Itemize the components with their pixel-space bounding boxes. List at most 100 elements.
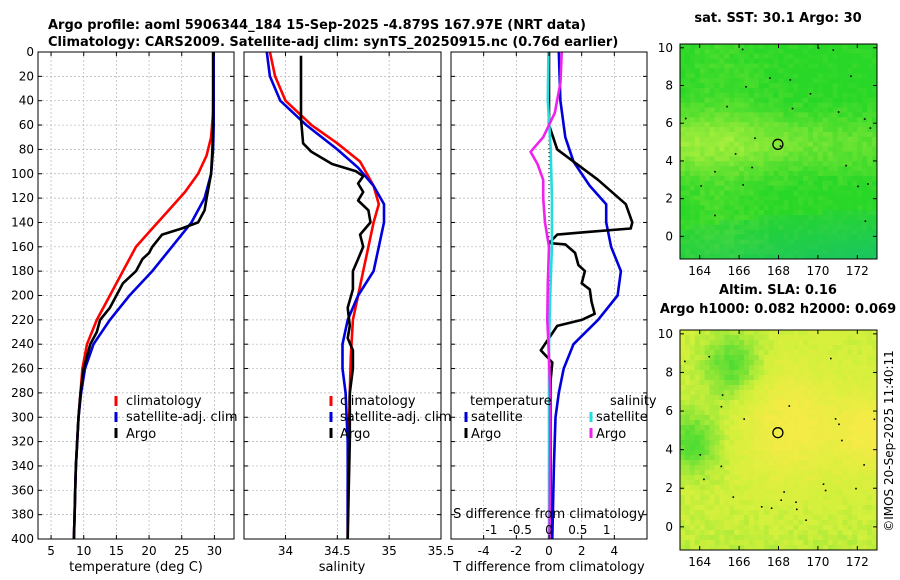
- heatmap-cell: [753, 146, 760, 152]
- heatmap-cell: [734, 136, 740, 143]
- heatmap-cell: [827, 44, 834, 50]
- heatmap-cell: [758, 200, 765, 206]
- heatmap-cell: [748, 395, 755, 401]
- heatmap-cell: [822, 420, 829, 426]
- heatmap-cell: [788, 107, 794, 113]
- heatmap-cell: [739, 136, 745, 143]
- heatmap-cell: [719, 525, 725, 531]
- y-tick-label: 300: [11, 410, 34, 424]
- heatmap-cell: [842, 53, 848, 60]
- heatmap-cell: [832, 219, 839, 226]
- heatmap-cell: [739, 185, 745, 192]
- heatmap-cell: [758, 112, 765, 118]
- heatmap-cell: [684, 410, 691, 416]
- heatmap-cell: [857, 470, 863, 476]
- heatmap-cell: [748, 420, 755, 426]
- heatmap-cell: [739, 73, 745, 79]
- heatmap-cell: [827, 375, 834, 381]
- heatmap-cell: [719, 410, 725, 416]
- heatmap-cell: [704, 475, 711, 481]
- heatmap-cell: [763, 400, 770, 406]
- heatmap-cell: [714, 370, 720, 376]
- heatmap-cell: [748, 500, 755, 506]
- heatmap-cell: [758, 185, 765, 192]
- y-tick-label: 240: [11, 337, 34, 351]
- heatmap-cell: [837, 254, 844, 260]
- heatmap-cell: [744, 350, 750, 356]
- heatmap-cell: [857, 215, 863, 221]
- heatmap-cell: [812, 425, 819, 431]
- heatmap-cell: [783, 141, 789, 148]
- heatmap-cell: [837, 87, 844, 94]
- heatmap-cell: [862, 520, 868, 526]
- heatmap-cell: [852, 335, 858, 341]
- heatmap-cell: [729, 460, 735, 466]
- heatmap-cell: [788, 239, 794, 245]
- heatmap-cell: [768, 73, 775, 79]
- heatmap-cell: [793, 465, 799, 471]
- heatmap-cell: [704, 210, 711, 216]
- heatmap-cell: [694, 530, 701, 536]
- salinity-ticks: 34 34.5 35 35.5: [244, 51, 454, 558]
- heatmap-cell: [773, 97, 779, 104]
- heatmap-cell: [763, 151, 770, 157]
- heatmap-cell: [798, 520, 804, 526]
- heatmap-cell: [699, 234, 706, 240]
- heatmap-cell: [793, 180, 799, 187]
- heatmap-cell: [744, 92, 750, 99]
- heatmap-cell: [739, 171, 745, 177]
- heatmap-cell: [842, 370, 848, 376]
- heatmap-cell: [862, 200, 868, 206]
- heatmap-cell: [753, 190, 760, 196]
- heatmap-cell: [694, 505, 701, 511]
- heatmap-cell: [822, 219, 829, 226]
- heatmap-cell: [763, 244, 770, 250]
- heatmap-cell: [847, 166, 853, 172]
- heatmap-cell: [744, 485, 750, 491]
- heatmap-cell: [689, 380, 696, 386]
- heatmap-cell: [724, 530, 730, 536]
- heatmap-cell: [822, 127, 829, 133]
- heatmap-cell: [744, 380, 750, 386]
- heatmap-cell: [872, 171, 878, 177]
- heatmap-cell: [803, 107, 809, 113]
- heatmap-cell: [758, 395, 765, 401]
- heatmap-cell: [827, 330, 834, 336]
- heatmap-cell: [699, 545, 706, 551]
- heatmap-cell: [744, 470, 750, 476]
- heatmap-cell: [817, 485, 824, 491]
- heatmap-cell: [734, 535, 740, 541]
- heatmap-cell: [817, 345, 824, 351]
- heatmap-cell: [827, 102, 834, 109]
- heatmap-cell: [852, 445, 858, 451]
- heatmap-cell: [729, 355, 735, 361]
- heatmap-cell: [763, 229, 770, 236]
- heatmap-cell: [739, 190, 745, 196]
- heatmap-cell: [719, 112, 725, 118]
- heatmap-cell: [847, 460, 853, 466]
- heatmap-cell: [817, 515, 824, 521]
- heatmap-cell: [744, 370, 750, 376]
- heatmap-cell: [808, 239, 814, 245]
- heatmap-cell: [744, 365, 750, 371]
- heatmap-cell: [758, 515, 765, 521]
- heatmap-cell: [773, 390, 779, 396]
- heatmap-cell: [783, 244, 789, 250]
- heatmap-cell: [704, 53, 711, 60]
- heatmap-cell: [862, 490, 868, 496]
- heatmap-cell: [773, 215, 779, 221]
- heatmap-cell: [788, 68, 794, 74]
- heatmap-cell: [812, 102, 819, 109]
- heatmap-cell: [729, 370, 735, 376]
- heatmap-cell: [773, 515, 779, 521]
- heatmap-cell: [872, 355, 878, 361]
- heatmap-cell: [694, 470, 701, 476]
- heatmap-cell: [808, 210, 814, 216]
- heatmap-cell: [832, 465, 839, 471]
- heatmap-cell: [852, 495, 858, 501]
- heatmap-cell: [827, 490, 834, 496]
- heatmap-cell: [763, 107, 770, 113]
- heatmap-cell: [684, 229, 691, 236]
- heatmap-cell: [724, 48, 730, 55]
- heatmap-cell: [734, 480, 740, 486]
